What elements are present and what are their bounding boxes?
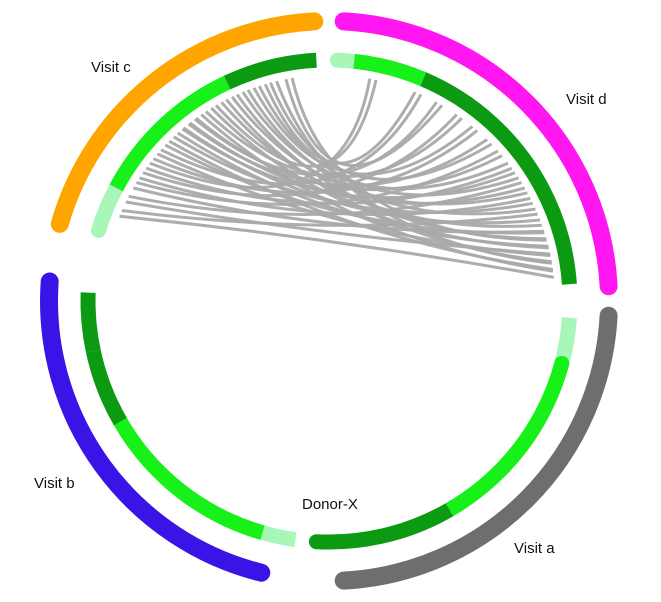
inner-segment-14 [260,525,297,548]
outer-arc-visit-c [50,12,324,233]
group-label-visit-a: Visit a [514,540,555,557]
inner-segment-7 [534,180,570,247]
inner-segment-10 [543,355,570,403]
chord-links [119,77,555,279]
chord-link-24 [200,113,554,273]
outer-arc-visit-b [40,272,271,582]
inner-segment-12 [389,503,454,542]
inner-segment-18 [80,292,101,353]
group-label-visit-d: Visit d [566,91,607,108]
chord-link-40 [290,77,547,242]
subject-label: Donor-X [302,496,358,513]
inner-segment-6 [420,72,549,192]
chord-link-1 [119,214,555,279]
chord-link-2 [121,209,538,227]
inner-segment-13 [308,526,399,550]
inner-segment-11 [445,392,558,517]
inner-segment-8 [554,236,577,285]
inner-segment-3 [223,52,317,90]
group-label-visit-b: Visit b [34,475,75,492]
inner-segment-2 [109,75,231,192]
chord-link-39 [284,78,444,167]
chord-link-19 [182,126,541,225]
chord-link-35 [257,85,519,197]
inner-segment-17 [85,349,127,426]
chord-link-38 [275,80,552,265]
inner-segment-4 [329,52,362,69]
outer-ring [40,12,618,590]
inner-segment-16 [112,414,235,527]
outer-arc-visit-a [334,306,618,590]
chord-link-37 [269,82,493,181]
inner-track [80,52,577,550]
chord-link-33 [246,89,536,216]
outer-arc-visit-d [334,12,618,296]
inner-segment-5 [353,53,427,87]
inner-segment-1 [91,180,124,238]
group-label-visit-c: Visit c [91,59,131,76]
chord-link-7 [139,176,531,217]
